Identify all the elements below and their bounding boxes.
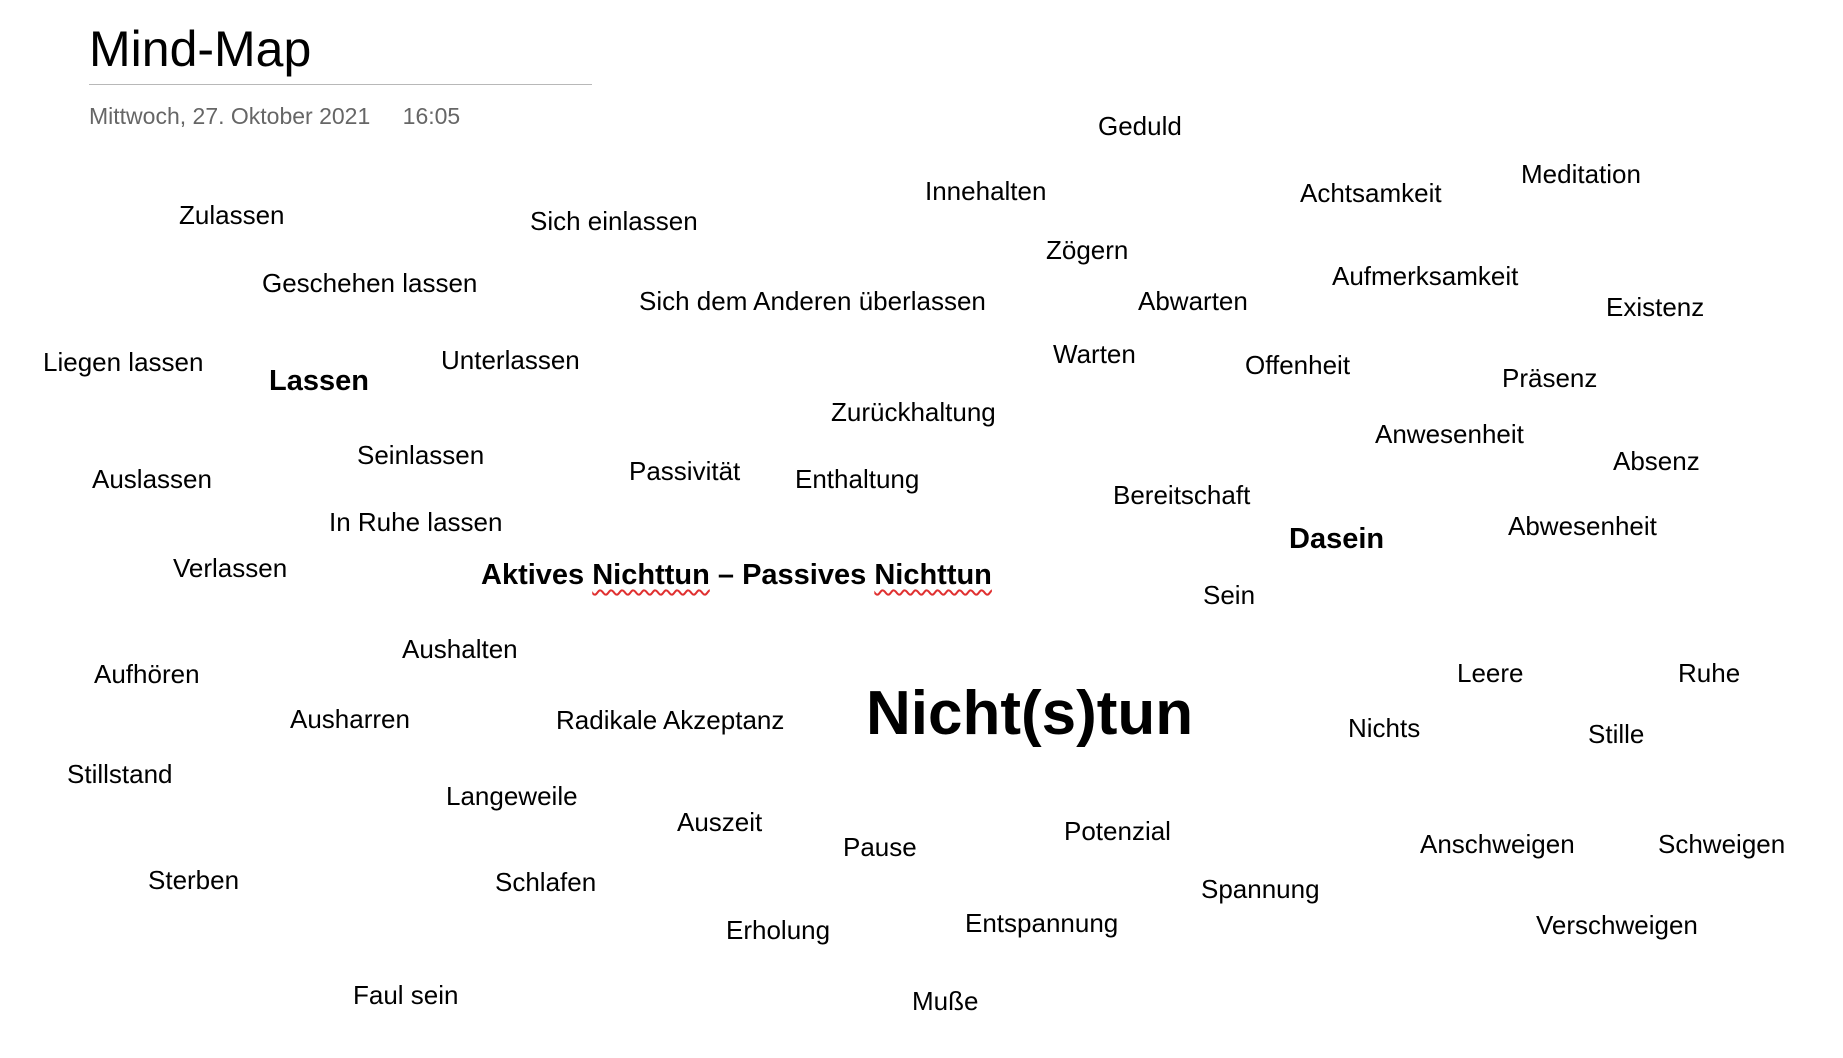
headline-part-aktives: Aktives — [481, 559, 585, 591]
mindmap-word: Ruhe — [1678, 658, 1741, 688]
mindmap-word: Zögern — [1046, 235, 1129, 265]
page-timestamp: Mittwoch, 27. Oktober 2021 16:05 — [89, 103, 460, 130]
mindmap-word: Radikale Akzeptanz — [556, 705, 785, 735]
mindmap-word: Bereitschaft — [1113, 480, 1251, 510]
mindmap-word: Zurückhaltung — [831, 397, 996, 427]
mindmap-word: Abwarten — [1138, 286, 1248, 316]
mindmap-word: Abwesenheit — [1508, 511, 1657, 541]
mindmap-word: Existenz — [1606, 292, 1705, 322]
mindmap-word: Innehalten — [925, 176, 1047, 206]
mindmap-word: Anwesenheit — [1375, 419, 1524, 449]
mindmap-word: Offenheit — [1245, 350, 1351, 380]
mindmap-word: Langeweile — [446, 781, 578, 811]
mindmap-word: Pause — [843, 832, 917, 862]
mindmap-word: Auszeit — [677, 807, 763, 837]
headline-part-nichttun-1: Nichttun — [592, 559, 710, 591]
mindmap-word: Entspannung — [965, 908, 1119, 938]
mindmap-word: Aufmerksamkeit — [1332, 261, 1519, 291]
mindmap-word: Aufhören — [94, 659, 200, 689]
mindmap-word: Anschweigen — [1420, 829, 1575, 859]
mindmap-word: Sterben — [148, 865, 240, 895]
page-title[interactable]: Mind-Map — [89, 21, 312, 77]
mindmap-word: Präsenz — [1502, 363, 1598, 393]
mindmap-word: Achtsamkeit — [1300, 178, 1442, 208]
mindmap-word: Schweigen — [1658, 829, 1786, 859]
mindmap-word: Absenz — [1613, 446, 1700, 476]
mindmap-word: Muße — [912, 986, 979, 1016]
page-time: 16:05 — [402, 103, 461, 129]
page-date: Mittwoch, 27. Oktober 2021 — [89, 103, 371, 129]
mindmap-word: Leere — [1457, 658, 1524, 688]
mindmap-word: Enthaltung — [795, 464, 920, 494]
mindmap-word: Stillstand — [67, 759, 173, 789]
mindmap-word: Verschweigen — [1536, 910, 1698, 940]
mindmap-word: Erholung — [726, 915, 831, 945]
mindmap-word: In Ruhe lassen — [329, 507, 503, 537]
mindmap-headline: Aktives Nichttun – Passives Nichttun — [481, 561, 992, 590]
mindmap-subtopic-lassen: Lassen — [269, 365, 369, 397]
mindmap-word: Meditation — [1521, 159, 1641, 189]
mindmap-word: Ausharren — [290, 704, 410, 734]
mindmap-word: Unterlassen — [441, 345, 580, 375]
mindmap-word: Auslassen — [92, 464, 212, 494]
mindmap-word: Aushalten — [402, 634, 518, 664]
mindmap-word: Stille — [1588, 719, 1645, 749]
mindmap-word: Spannung — [1201, 874, 1320, 904]
mindmap-word: Potenzial — [1064, 816, 1171, 846]
mindmap-word: Faul sein — [353, 980, 459, 1010]
headline-part-nichttun-2: Nichttun — [874, 559, 992, 591]
headline-part-passives: – Passives — [717, 559, 867, 591]
mindmap-word: Passivität — [629, 456, 741, 486]
mindmap-word: Liegen lassen — [43, 347, 204, 377]
mindmap-word: Geduld — [1098, 111, 1182, 141]
mindmap-word: Sich dem Anderen überlassen — [639, 286, 986, 316]
mindmap-word: Geschehen lassen — [262, 268, 478, 298]
mindmap-word: Verlassen — [173, 553, 288, 583]
mindmap-word: Sich einlassen — [530, 206, 698, 236]
mindmap-word: Nichts — [1348, 713, 1421, 743]
mindmap-subtopic-dasein: Dasein — [1289, 523, 1385, 555]
title-divider — [89, 84, 592, 85]
mindmap-word: Seinlassen — [357, 440, 485, 470]
mindmap-word: Sein — [1203, 580, 1256, 610]
mindmap-word: Warten — [1053, 339, 1136, 369]
mindmap-center: Nicht(s)tun — [866, 679, 1194, 748]
mindmap-word: Schlafen — [495, 867, 597, 897]
mindmap-word: Zulassen — [179, 200, 285, 230]
